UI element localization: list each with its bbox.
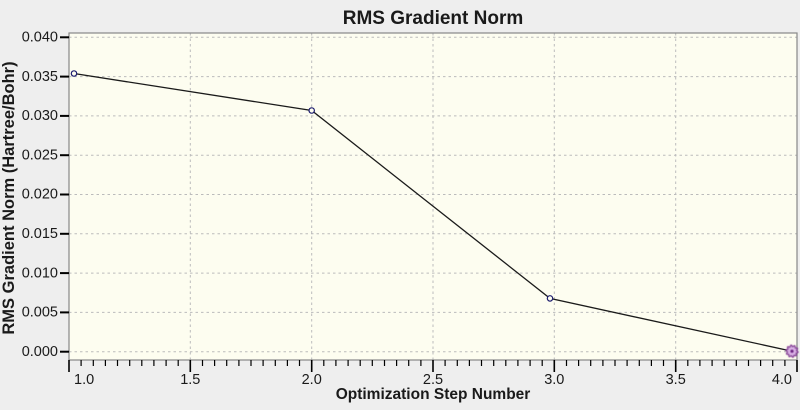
svg-text:1.0: 1.0 <box>74 372 94 388</box>
svg-text:2.5: 2.5 <box>423 372 443 388</box>
svg-text:0.035: 0.035 <box>22 69 58 85</box>
svg-text:2.0: 2.0 <box>302 372 322 388</box>
svg-text:0.030: 0.030 <box>22 108 58 124</box>
svg-text:0.000: 0.000 <box>22 344 58 360</box>
svg-text:3.5: 3.5 <box>666 372 686 388</box>
svg-text:1.5: 1.5 <box>180 372 200 388</box>
svg-text:0.020: 0.020 <box>22 187 58 203</box>
svg-text:0.005: 0.005 <box>22 305 58 321</box>
svg-text:3.0: 3.0 <box>544 372 564 388</box>
svg-text:0.025: 0.025 <box>22 147 58 163</box>
svg-text:4.0: 4.0 <box>772 372 792 388</box>
svg-text:0.015: 0.015 <box>22 226 58 242</box>
svg-text:0.040: 0.040 <box>22 30 58 46</box>
svg-text:0.010: 0.010 <box>22 265 58 281</box>
